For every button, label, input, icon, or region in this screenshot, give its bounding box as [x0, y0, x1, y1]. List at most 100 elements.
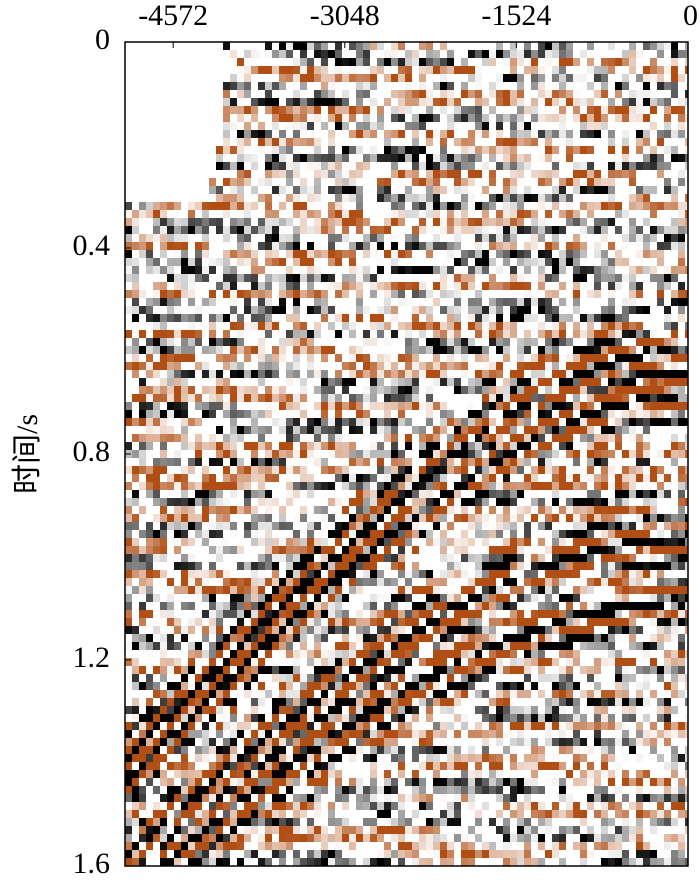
seismic-cell — [629, 42, 636, 50]
seismic-cell — [545, 98, 552, 106]
seismic-cell — [664, 538, 671, 546]
seismic-cell — [559, 250, 566, 258]
seismic-cell — [517, 74, 524, 82]
seismic-cell — [629, 202, 636, 210]
seismic-cell — [594, 146, 601, 154]
seismic-cell — [335, 178, 342, 186]
seismic-cell — [580, 186, 587, 194]
seismic-cell — [573, 114, 580, 122]
seismic-cell — [209, 186, 216, 194]
seismic-cell — [503, 498, 510, 506]
seismic-cell — [615, 82, 622, 90]
seismic-cell — [286, 538, 293, 546]
seismic-cell — [468, 82, 475, 90]
seismic-cell — [335, 442, 342, 450]
seismic-cell — [251, 130, 258, 138]
seismic-cell — [559, 322, 566, 330]
seismic-cell — [636, 106, 643, 114]
seismic-cell — [377, 506, 384, 514]
seismic-cell — [216, 290, 223, 298]
seismic-cell — [370, 210, 377, 218]
seismic-cell — [622, 106, 629, 114]
seismic-cell — [664, 434, 671, 442]
seismic-cell — [524, 194, 531, 202]
seismic-cell — [391, 194, 398, 202]
seismic-cell — [153, 346, 160, 354]
seismic-cell — [139, 546, 146, 554]
seismic-cell — [454, 546, 461, 554]
seismic-cell — [580, 218, 587, 226]
seismic-cell — [503, 274, 510, 282]
seismic-cell — [202, 226, 209, 234]
seismic-cell — [496, 226, 503, 234]
seismic-cell — [307, 82, 314, 90]
seismic-cell — [615, 426, 622, 434]
seismic-cell — [629, 226, 636, 234]
seismic-cell — [643, 514, 650, 522]
seismic-cell — [160, 242, 167, 250]
seismic-cell — [650, 202, 657, 210]
seismic-cell — [251, 274, 258, 282]
seismic-cell — [314, 458, 321, 466]
seismic-cell — [216, 178, 223, 186]
seismic-cell — [223, 42, 230, 50]
seismic-cell — [167, 506, 174, 514]
seismic-cell — [132, 394, 139, 402]
seismic-cell — [475, 442, 482, 450]
seismic-cell — [461, 330, 468, 338]
seismic-cell — [447, 370, 454, 378]
seismic-cell — [545, 522, 552, 530]
seismic-cell — [125, 378, 132, 386]
seismic-cell — [573, 50, 580, 58]
seismic-cell — [594, 42, 601, 50]
seismic-cell — [538, 170, 545, 178]
seismic-cell — [573, 154, 580, 162]
seismic-cell — [503, 58, 510, 66]
seismic-cell — [657, 122, 664, 130]
seismic-cell — [440, 226, 447, 234]
seismic-cell — [363, 338, 370, 346]
seismic-cell — [468, 146, 475, 154]
seismic-cell — [447, 106, 454, 114]
seismic-cell — [552, 522, 559, 530]
seismic-cell — [293, 474, 300, 482]
seismic-cell — [300, 122, 307, 130]
seismic-cell — [461, 514, 468, 522]
seismic-cell — [622, 410, 629, 418]
seismic-cell — [650, 146, 657, 154]
seismic-cell — [426, 162, 433, 170]
seismic-cell — [314, 138, 321, 146]
seismic-cell — [671, 450, 678, 458]
seismic-cell — [223, 122, 230, 130]
seismic-cell — [419, 378, 426, 386]
seismic-cell — [643, 218, 650, 226]
seismic-cell — [279, 82, 286, 90]
seismic-cell — [629, 138, 636, 146]
seismic-cell — [412, 442, 419, 450]
seismic-cell — [622, 58, 629, 66]
seismic-cell — [384, 482, 391, 490]
seismic-cell — [216, 266, 223, 274]
seismic-cell — [601, 378, 608, 386]
seismic-cell — [349, 474, 356, 482]
seismic-cell — [300, 338, 307, 346]
seismic-cell — [328, 394, 335, 402]
seismic-cell — [643, 402, 650, 410]
seismic-cell — [608, 306, 615, 314]
seismic-cell — [524, 338, 531, 346]
seismic-cell — [279, 138, 286, 146]
seismic-cell — [391, 218, 398, 226]
seismic-cell — [573, 386, 580, 394]
seismic-cell — [629, 130, 636, 138]
seismic-cell — [482, 338, 489, 346]
seismic-cell — [377, 474, 384, 482]
seismic-cell — [286, 98, 293, 106]
seismic-cell — [601, 490, 608, 498]
seismic-cell — [202, 202, 209, 210]
seismic-cell — [685, 162, 688, 170]
seismic-cell — [489, 234, 496, 242]
seismic-cell — [538, 210, 545, 218]
seismic-cell — [517, 162, 524, 170]
seismic-cell — [398, 514, 405, 522]
seismic-cell — [405, 314, 412, 322]
